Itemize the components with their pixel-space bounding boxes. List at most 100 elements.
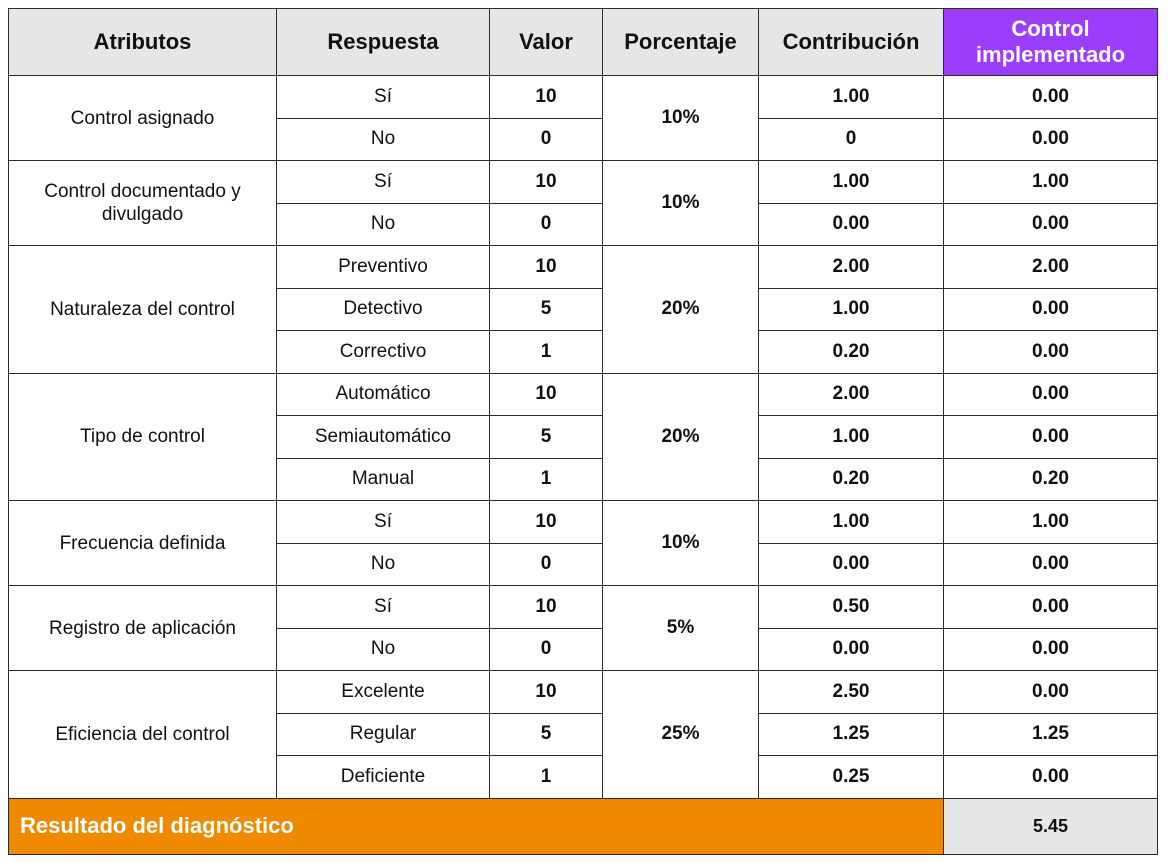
control-implementado-cell: 0.00 bbox=[943, 542, 1158, 586]
control-implementado-cell: 0.00 bbox=[943, 330, 1158, 374]
table-row: Control documentado y divulgado Sí 10 10% 1.… bbox=[8, 160, 1158, 246]
attribute-cell: Tipo de control bbox=[8, 372, 277, 501]
control-implementado-cell: 0.00 bbox=[943, 585, 1158, 629]
contribucion-cell: 1.00 bbox=[758, 287, 944, 331]
control-implementado-cell: 0.00 bbox=[943, 202, 1158, 246]
contribucion-cell: 0.00 bbox=[758, 542, 944, 586]
table-row: Registro de aplicación Sí 10 5% 0.50 0.00 bbox=[8, 585, 1158, 671]
porcentaje-cell: 20% bbox=[602, 245, 759, 374]
table-row: No 0 0.00 0.00 bbox=[9, 627, 1158, 671]
table-row: Deficiente 1 0.25 0.00 bbox=[9, 755, 1158, 799]
header-contribucion: Contribución bbox=[758, 8, 944, 76]
porcentaje-cell: 10% bbox=[602, 500, 759, 586]
valor-cell: 0 bbox=[489, 542, 603, 586]
valor-cell: 5 bbox=[489, 415, 603, 459]
valor-cell: 0 bbox=[489, 627, 603, 671]
respuesta-cell: Detectivo bbox=[276, 287, 490, 331]
porcentaje-cell: 20% bbox=[602, 372, 759, 501]
contribucion-cell: 2.00 bbox=[758, 245, 944, 289]
attribute-cell: Frecuencia definida bbox=[8, 500, 277, 586]
table-row: No 0 0 0.00 bbox=[9, 117, 1158, 161]
header-atributos: Atributos bbox=[8, 8, 277, 76]
control-implementado-cell: 0.20 bbox=[943, 457, 1158, 501]
respuesta-cell: Regular bbox=[276, 712, 490, 756]
valor-cell: 5 bbox=[489, 287, 603, 331]
contribucion-cell: 0.00 bbox=[758, 627, 944, 671]
respuesta-cell: Manual bbox=[276, 457, 490, 501]
attribute-cell: Control asignado bbox=[8, 75, 277, 161]
porcentaje-cell: 10% bbox=[602, 160, 759, 246]
table-row: No 0 0.00 0.00 bbox=[9, 542, 1158, 586]
respuesta-cell: No bbox=[276, 117, 490, 161]
control-implementado-cell: 0.00 bbox=[943, 117, 1158, 161]
control-implementado-cell: 0.00 bbox=[943, 372, 1158, 416]
control-diagnostic-table: Atributos Respuesta Valor Porcentaje Con… bbox=[8, 8, 1158, 855]
respuesta-cell: Excelente bbox=[276, 670, 490, 714]
respuesta-cell: Correctivo bbox=[276, 330, 490, 374]
table-row: Frecuencia definida Sí 10 10% 1.00 1.00 bbox=[8, 500, 1158, 586]
respuesta-cell: Sí bbox=[276, 500, 490, 544]
control-implementado-cell: 2.00 bbox=[943, 245, 1158, 289]
valor-cell: 10 bbox=[489, 585, 603, 629]
respuesta-cell: Deficiente bbox=[276, 755, 490, 799]
respuesta-cell: Semiautomático bbox=[276, 415, 490, 459]
table-row: Control asignado Sí 10 10% 1.00 0.00 bbox=[8, 75, 1158, 161]
contribucion-cell: 1.00 bbox=[758, 160, 944, 204]
table-row: Tipo de control Automático 10 20% 2.00 0.00 bbox=[8, 372, 1158, 501]
contribucion-cell: 0.25 bbox=[758, 755, 944, 799]
attribute-cell: Control documentado y divulgado bbox=[8, 160, 277, 246]
table-row: Regular 5 1.25 1.25 bbox=[9, 712, 1158, 756]
table-row: Semiautomático 5 1.00 0.00 bbox=[9, 415, 1158, 459]
valor-cell: 10 bbox=[489, 75, 603, 119]
porcentaje-cell: 5% bbox=[602, 585, 759, 671]
valor-cell: 10 bbox=[489, 160, 603, 204]
contribucion-cell: 0.50 bbox=[758, 585, 944, 629]
attribute-cell: Naturaleza del control bbox=[8, 245, 277, 374]
result-label: Resultado del diagnóstico bbox=[8, 797, 944, 855]
valor-cell: 1 bbox=[489, 330, 603, 374]
respuesta-cell: No bbox=[276, 627, 490, 671]
valor-cell: 10 bbox=[489, 500, 603, 544]
result-row: Resultado del diagnóstico 5.45 bbox=[8, 797, 1158, 855]
diagnostic-table-container: Atributos Respuesta Valor Porcentaje Con… bbox=[8, 8, 1158, 855]
control-implementado-cell: 0.00 bbox=[943, 670, 1158, 714]
attribute-cell: Eficiencia del control bbox=[8, 670, 277, 799]
contribucion-cell: 0.00 bbox=[758, 202, 944, 246]
attribute-cell: Registro de aplicación bbox=[8, 585, 277, 671]
control-implementado-cell: 0.00 bbox=[943, 287, 1158, 331]
header-control-implementado: Control implementado bbox=[943, 8, 1158, 76]
porcentaje-cell: 25% bbox=[602, 670, 759, 799]
header-respuesta: Respuesta bbox=[276, 8, 490, 76]
valor-cell: 0 bbox=[489, 202, 603, 246]
contribucion-cell: 0.20 bbox=[758, 330, 944, 374]
respuesta-cell: No bbox=[276, 202, 490, 246]
valor-cell: 5 bbox=[489, 712, 603, 756]
contribucion-cell: 0 bbox=[758, 117, 944, 161]
result-value: 5.45 bbox=[943, 797, 1158, 855]
header-porcentaje: Porcentaje bbox=[602, 8, 759, 76]
control-implementado-cell: 1.00 bbox=[943, 160, 1158, 204]
contribucion-cell: 2.50 bbox=[758, 670, 944, 714]
porcentaje-cell: 10% bbox=[602, 75, 759, 161]
header-valor: Valor bbox=[489, 8, 603, 76]
control-implementado-cell: 0.00 bbox=[943, 75, 1158, 119]
respuesta-cell: Automático bbox=[276, 372, 490, 416]
control-implementado-cell: 1.25 bbox=[943, 712, 1158, 756]
respuesta-cell: Sí bbox=[276, 75, 490, 119]
contribucion-cell: 0.20 bbox=[758, 457, 944, 501]
contribucion-cell: 1.00 bbox=[758, 415, 944, 459]
control-implementado-cell: 0.00 bbox=[943, 755, 1158, 799]
respuesta-cell: Sí bbox=[276, 585, 490, 629]
valor-cell: 10 bbox=[489, 670, 603, 714]
contribucion-cell: 1.00 bbox=[758, 75, 944, 119]
table-row: Eficiencia del control Excelente 10 25% 2.50… bbox=[8, 670, 1158, 799]
control-implementado-cell: 1.00 bbox=[943, 500, 1158, 544]
respuesta-cell: Preventivo bbox=[276, 245, 490, 289]
contribucion-cell: 1.00 bbox=[758, 500, 944, 544]
contribucion-cell: 2.00 bbox=[758, 372, 944, 416]
table-row: Naturaleza del control Preventivo 10 20% 2.0… bbox=[8, 245, 1158, 374]
control-implementado-cell: 0.00 bbox=[943, 627, 1158, 671]
contribucion-cell: 1.25 bbox=[758, 712, 944, 756]
valor-cell: 1 bbox=[489, 457, 603, 501]
control-implementado-cell: 0.00 bbox=[943, 415, 1158, 459]
